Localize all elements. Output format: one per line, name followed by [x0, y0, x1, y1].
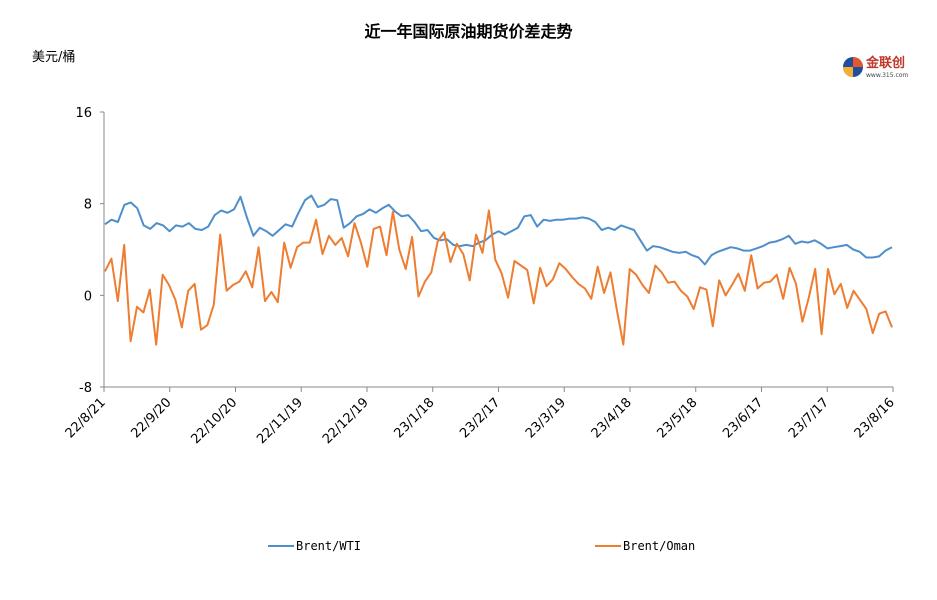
x-tick-label: 22/12/19 — [320, 395, 372, 447]
logo-mark-icon — [843, 57, 863, 77]
x-tick-label: 23/2/17 — [457, 395, 503, 441]
y-tick-label: 16 — [75, 106, 92, 121]
legend-label-1: Brent/Oman — [623, 539, 695, 553]
series-group — [104, 194, 893, 346]
x-tick-label: 23/4/18 — [589, 395, 635, 441]
y-tick-label: 8 — [84, 198, 92, 213]
x-tick-label: 22/8/21 — [63, 395, 109, 441]
legend-label-0: Brent/WTI — [296, 539, 361, 553]
legend: Brent/WTI Brent/Oman — [268, 539, 695, 553]
logo-text: 金联创 — [866, 56, 906, 71]
y-tick-label: 0 — [84, 289, 92, 304]
x-tick-label: 22/9/20 — [129, 395, 175, 441]
x-tick-label: 23/1/18 — [392, 395, 438, 441]
chart-title: 近一年国际原油期货价差走势 — [364, 22, 573, 41]
logo-subtext: www.315.com — [866, 72, 909, 79]
x-tick-label: 23/5/18 — [655, 395, 701, 441]
y-tick-label: -8 — [79, 381, 92, 396]
series-line-1 — [104, 209, 893, 346]
x-tick-label: 22/11/19 — [254, 395, 306, 447]
x-tick-label: 23/3/19 — [523, 395, 569, 441]
brand-logo: 金联创 www.315.com — [842, 50, 922, 90]
x-tick-label: 23/7/17 — [786, 395, 832, 441]
axes: -8 0 8 16 22/8/21 22/9/20 22/10/20 22/11/19 22/1… — [63, 106, 898, 447]
y-axis-unit-label: 美元/桶 — [32, 50, 76, 65]
series-line-0 — [104, 194, 893, 266]
x-tick-label: 23/6/17 — [720, 395, 766, 441]
x-tick-label: 22/10/20 — [188, 395, 240, 447]
x-tick-label: 23/8/16 — [852, 395, 898, 441]
